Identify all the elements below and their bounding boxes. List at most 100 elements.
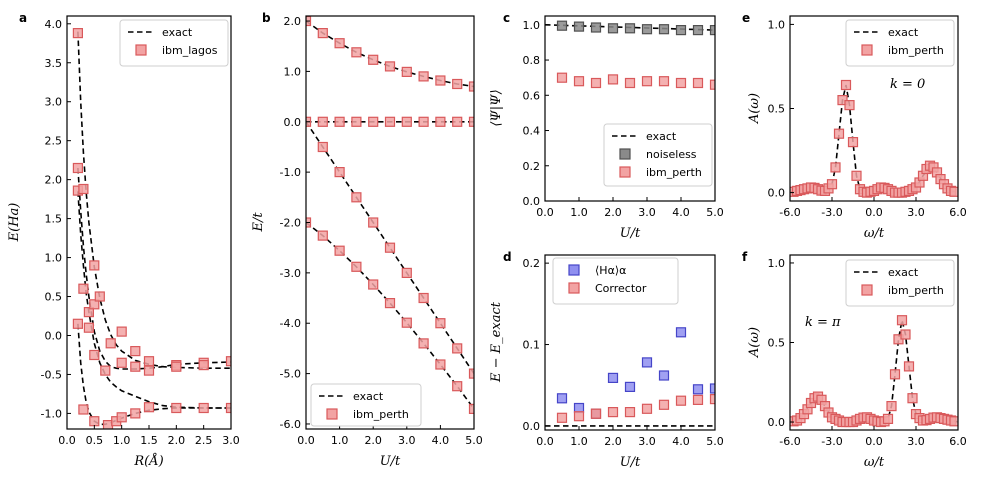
x-tick-label: 5.0 [706,435,724,448]
x-tick-label: 1.5 [140,434,158,447]
data-point [624,23,636,34]
data-point [556,20,568,31]
x-axis-label: R(Å) [133,453,163,469]
data-point [198,360,209,371]
data-point [590,22,602,33]
data-point [401,66,412,78]
data-point [452,343,463,354]
y-axis-label: E − E_exact [489,301,504,383]
x-tick-label: 0.0 [536,435,554,448]
panel-f: -6.0 -3.0 0.0 3.0 6.0 0.0 0.5 1.0 ω/t A(ω) f k = π e… [742,250,967,470]
data-point [886,401,897,412]
data-point [903,361,915,372]
legend: exact ibm_perth [845,259,955,307]
legend-swatch-marker [326,408,338,420]
y-tick-label: 1.0 [284,65,302,78]
y-tick-label: 0.0 [45,329,63,342]
data-point [896,315,908,326]
data-point [590,408,602,419]
data-point [143,402,155,413]
panel-label: b [262,11,271,25]
data-point [435,116,446,127]
data-point [452,116,463,127]
panel-a: 0.0 0.5 1.0 1.5 2.0 2.5 3.0 -1.0 -0.5 0.0 0.5 1.0 1.… [7,11,240,469]
x-tick-label: 0.5 [86,434,104,447]
data-point [130,361,141,372]
data-point [882,413,894,424]
data-point [607,372,619,383]
legend-box [603,123,713,187]
x-tick-label: 3.0 [222,434,240,447]
y-tick-label: 0.0 [523,195,541,208]
data-point [351,192,362,203]
x-tick-label: 0.0 [865,206,883,219]
y-tick-label: 0.1 [523,339,541,352]
legend-label: ibm_lagos [162,44,218,57]
y-tick-label: 4.0 [45,18,63,31]
x-tick-label: 1.0 [570,435,588,448]
data-point [607,23,619,34]
data-point [658,399,670,410]
data-point [607,407,619,418]
data-point [171,402,182,414]
data-point [675,77,687,89]
data-point [89,349,100,361]
legend-label: exact [353,390,384,403]
data-point [116,326,127,337]
legend-label: ibm_perth [646,166,702,179]
y-tick-label: -1.0 [41,407,62,420]
x-tick-label: 5.0 [465,434,483,447]
data-point [624,407,636,418]
legend-label: exact [646,130,677,143]
data-point [401,267,412,278]
x-tick-label: -3.0 [821,206,842,219]
data-point [607,74,619,85]
data-point [83,322,95,333]
data-point [89,260,100,271]
data-point [435,75,446,86]
data-point [317,28,328,39]
legend-label: ibm_perth [888,44,944,57]
data-point [641,76,653,87]
y-tick-label: -6.0 [280,418,301,431]
data-point [368,54,379,65]
data-point [435,318,446,329]
panel-b: 0.0 1.0 2.0 3.0 4.0 5.0 -6.0 -5.0 -4.0 -3.0 -2.0 -1… [251,11,483,469]
data-point [384,116,396,127]
x-tick-label: 0.0 [58,434,76,447]
data-point [692,77,704,89]
legend-label: exact [888,26,919,39]
data-point [435,359,446,370]
x-tick-label: 6.0 [949,206,967,219]
data-point [83,307,95,318]
exact-curve [77,31,231,369]
axes-frame [544,15,716,202]
data-point [72,162,84,174]
data-point [573,411,585,422]
y-tick-label: 1.0 [45,252,63,265]
y-tick-label: 0.6 [523,89,541,102]
x-tick-label: 3.0 [638,435,656,448]
panel-label: a [19,11,27,25]
legend-swatch-marker [135,44,147,56]
data-point [468,368,474,379]
x-tick-label: 0.0 [536,206,554,219]
data-point [851,170,862,181]
data-point [72,318,84,329]
legend-swatch-marker [568,282,580,294]
data-point [709,25,715,36]
y-tick-label: 0.0 [523,420,541,433]
legend: exact ibm_perth [310,383,422,427]
data-point [830,162,841,173]
data-point [675,395,687,406]
data-point [590,77,602,89]
data-point [94,291,105,302]
data-point [351,116,362,127]
data-point [907,393,918,404]
data-point [624,381,636,392]
data-point [384,298,396,309]
y-tick-label: 0.4 [523,125,541,138]
y-tick-label: -5.0 [280,368,301,381]
data-point [692,394,704,405]
x-tick-label: -3.0 [821,435,842,448]
